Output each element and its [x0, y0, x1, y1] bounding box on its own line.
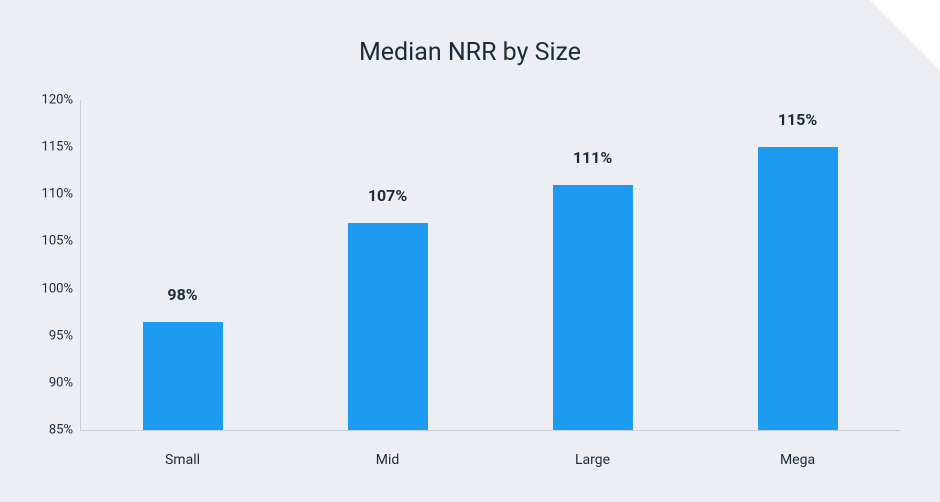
y-axis-tick-label: 100% [25, 281, 73, 296]
y-axis-line [80, 100, 81, 430]
bar-value-label: 107% [318, 186, 458, 205]
chart-plot-area: 85%90%95%100%105%110%115%120%98%Small107… [80, 100, 900, 430]
chart-container: Median NRR by Size 85%90%95%100%105%110%… [0, 0, 940, 502]
y-axis-tick-label: 95% [25, 328, 73, 343]
x-axis-tick-label: Large [523, 452, 663, 468]
y-axis-tick-label: 105% [25, 234, 73, 249]
x-axis-tick-label: Mega [728, 452, 868, 468]
y-axis-tick-label: 115% [25, 140, 73, 155]
bar-value-label: 98% [113, 285, 253, 304]
y-axis-tick-label: 85% [25, 423, 73, 438]
bar-value-label: 115% [728, 110, 868, 129]
chart-title: Median NRR by Size [0, 38, 940, 67]
y-axis-tick-label: 110% [25, 187, 73, 202]
bar [348, 223, 428, 430]
x-axis-tick-label: Small [113, 452, 253, 468]
bar [143, 322, 223, 430]
x-axis-tick-label: Mid [318, 452, 458, 468]
x-axis-line [80, 430, 900, 431]
bar-value-label: 111% [523, 148, 663, 167]
bar [553, 185, 633, 430]
y-axis-tick-label: 120% [25, 93, 73, 108]
y-axis-tick-label: 90% [25, 375, 73, 390]
bar [758, 147, 838, 430]
